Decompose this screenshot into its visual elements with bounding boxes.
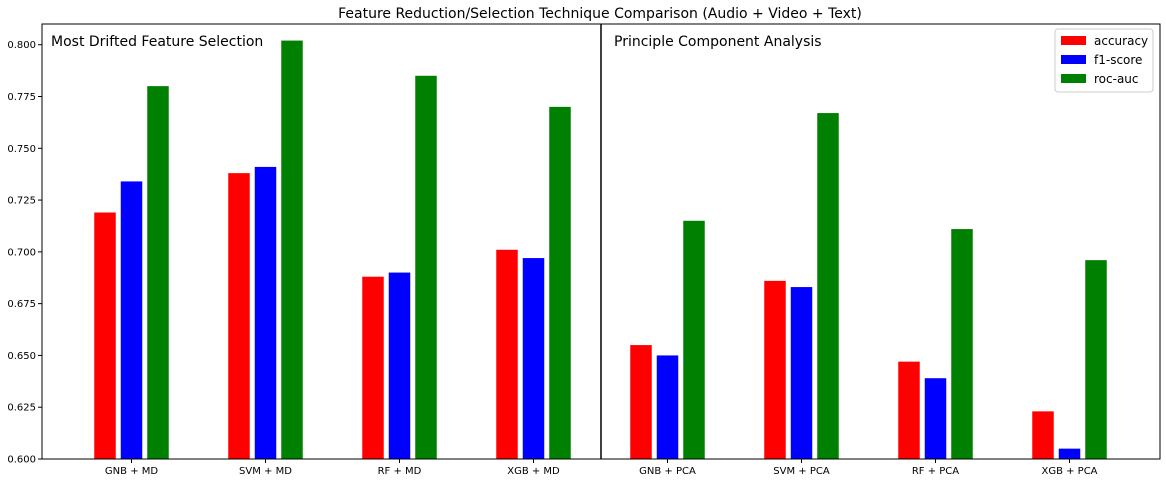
bar-roc-auc <box>549 106 571 459</box>
bar-accuracy <box>898 361 920 459</box>
y-tick-label: 0.700 <box>7 247 36 258</box>
y-tick-label: 0.775 <box>7 92 36 103</box>
x-tick-label: RF + PCA <box>912 466 959 477</box>
legend-label-roc-auc: roc-auc <box>1094 72 1139 86</box>
bar-f1-score <box>656 355 679 459</box>
legend-swatch-f1-score <box>1061 55 1086 64</box>
bar-roc-auc <box>415 75 437 460</box>
bar-roc-auc <box>683 220 705 459</box>
x-tick-label: XGB + MD <box>507 466 560 477</box>
bar-f1-score <box>388 272 411 459</box>
bar-f1-score <box>120 181 143 459</box>
bar-accuracy <box>764 280 786 459</box>
bar-roc-auc <box>147 86 169 460</box>
bar-accuracy <box>1032 411 1054 459</box>
bar-f1-score <box>522 258 545 459</box>
y-axis: 0.600 0.625 0.650 0.675 0.700 0.725 0.750 0.775… <box>7 40 42 466</box>
x-tick-label: GNB + PCA <box>639 466 696 477</box>
panel-label-pca: Principle Component Analysis <box>614 34 822 50</box>
y-tick-label: 0.800 <box>7 40 36 51</box>
y-tick-label: 0.750 <box>7 144 36 155</box>
bar-f1-score <box>924 378 947 459</box>
bar-accuracy <box>362 276 384 459</box>
legend-label-f1-score: f1-score <box>1094 53 1142 67</box>
x-tick-label: GNB + MD <box>105 466 158 477</box>
legend-label-accuracy: accuracy <box>1094 34 1148 48</box>
x-tick-label: SVM + PCA <box>773 466 830 477</box>
bar-accuracy <box>228 173 250 459</box>
x-tick-label: XGB + PCA <box>1041 466 1097 477</box>
bar-roc-auc <box>817 113 839 460</box>
y-tick-label: 0.625 <box>7 403 36 414</box>
x-axis: GNB + MD SVM + MD RF + MD XGB + MD GNB + PCA… <box>105 459 1098 477</box>
bar-roc-auc <box>951 229 973 459</box>
bar-f1-score <box>1058 448 1081 459</box>
x-tick-label: SVM + MD <box>239 466 292 477</box>
bar-accuracy <box>94 212 116 459</box>
panel-label-most-drifted: Most Drifted Feature Selection <box>51 34 263 50</box>
chart-title: Feature Reduction/Selection Technique Co… <box>338 6 862 22</box>
legend-swatch-roc-auc <box>1061 74 1086 83</box>
bar-roc-auc <box>1085 260 1107 459</box>
bar-roc-auc <box>281 40 303 459</box>
x-tick-label: RF + MD <box>378 466 422 477</box>
legend: accuracy f1-score roc-auc <box>1054 28 1154 93</box>
bars-group <box>94 40 1107 460</box>
bar-accuracy <box>496 249 518 459</box>
bar-accuracy <box>630 345 652 459</box>
legend-swatch-accuracy <box>1061 36 1086 45</box>
y-tick-label: 0.725 <box>7 196 36 207</box>
bar-f1-score <box>790 287 813 459</box>
y-tick-label: 0.675 <box>7 299 36 310</box>
y-tick-label: 0.600 <box>7 455 36 466</box>
y-tick-label: 0.650 <box>7 351 36 362</box>
bar-f1-score <box>254 166 277 459</box>
